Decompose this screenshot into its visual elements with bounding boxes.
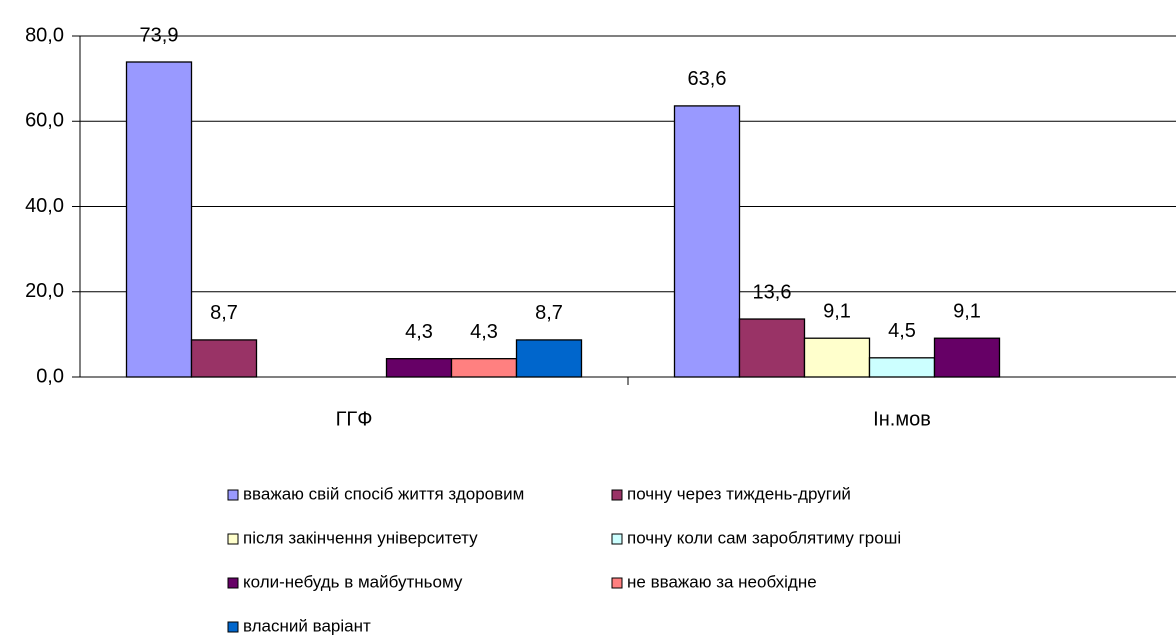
x-tick-label: Ін.мов	[873, 408, 931, 430]
data-label: 8,7	[535, 302, 563, 324]
y-tick-label: 0,0	[36, 365, 64, 387]
legend-label: вважаю свій спосіб життя здоровим	[243, 484, 524, 503]
legend-swatch	[227, 533, 239, 545]
data-label: 4,3	[405, 321, 433, 343]
bar	[385, 358, 453, 378]
legend-swatch	[227, 489, 239, 501]
data-label: 9,1	[953, 300, 981, 322]
legend-label: коли-небудь в майбутньому	[243, 572, 463, 591]
data-label: 4,5	[888, 320, 916, 342]
y-tick-label: 80,0	[25, 24, 64, 46]
bar	[190, 339, 258, 378]
bar	[515, 339, 583, 378]
legend-swatch	[611, 577, 623, 589]
legend-label: після закінчення університету	[243, 528, 478, 547]
bar	[673, 105, 741, 378]
y-tick-label: 40,0	[25, 195, 64, 217]
data-label: 9,1	[823, 300, 851, 322]
legend-label: не вважаю за необхідне	[627, 572, 817, 591]
data-label: 8,7	[210, 302, 238, 324]
y-tick-label: 20,0	[25, 280, 64, 302]
x-tick-label: ГГФ	[336, 408, 373, 430]
legend-swatch	[227, 577, 239, 589]
legend-swatch	[611, 533, 623, 545]
bar	[738, 318, 806, 378]
bar	[933, 337, 1001, 378]
legend-label: почну через тиждень-другий	[627, 484, 851, 503]
bar	[125, 61, 193, 378]
legend-swatch	[611, 489, 623, 501]
legend-swatch	[227, 621, 239, 633]
bar	[803, 337, 871, 378]
y-tick-label: 60,0	[25, 110, 64, 132]
data-label: 73,9	[140, 24, 179, 46]
legend-label: почну коли сам зароблятиму гроші	[627, 528, 901, 547]
data-label: 4,3	[470, 321, 498, 343]
legend-label: власний варіант	[243, 616, 371, 635]
bar	[450, 358, 518, 378]
bar	[868, 357, 936, 378]
data-label: 13,6	[753, 281, 792, 303]
data-label: 63,6	[688, 68, 727, 90]
